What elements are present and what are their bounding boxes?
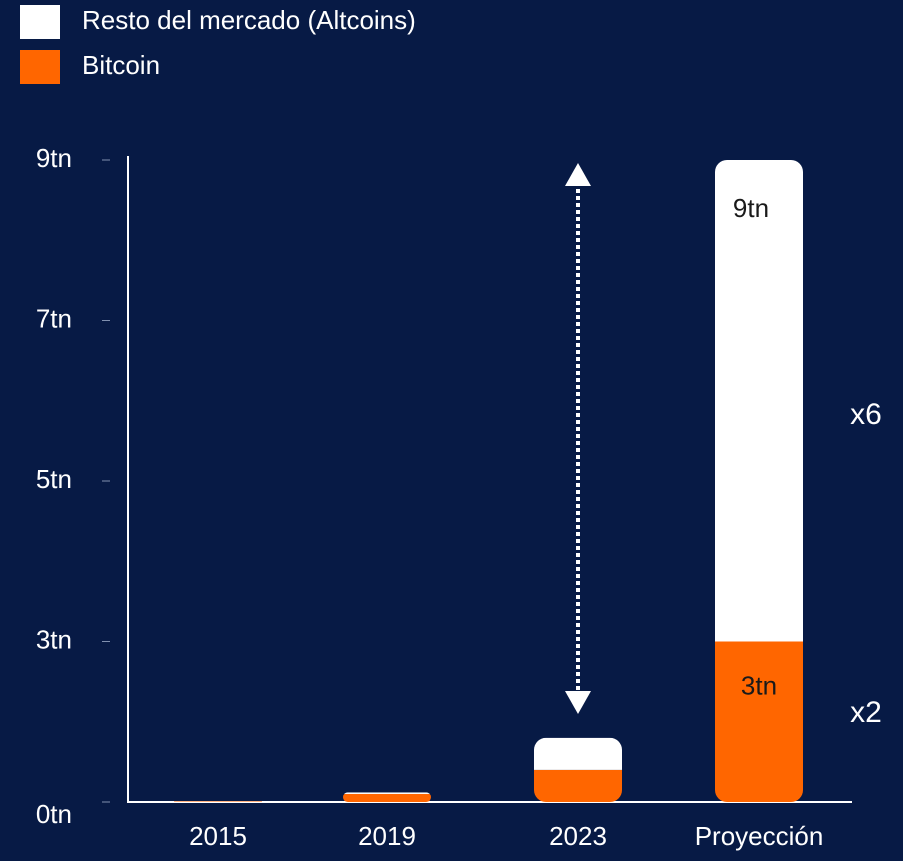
y-tick-label: 9tn	[36, 143, 72, 173]
y-tick-label: 3tn	[36, 624, 72, 654]
x-tick-label: 2019	[358, 821, 416, 851]
annotation: x6	[850, 398, 882, 431]
legend-swatch	[20, 50, 60, 84]
bar-segment	[534, 737, 622, 770]
bar-group	[343, 792, 431, 802]
y-tick-label: 5tn	[36, 464, 72, 494]
x-tick-label: 2023	[549, 821, 607, 851]
bar-group	[715, 160, 803, 802]
bar-segment	[343, 792, 431, 794]
bar-segment	[534, 769, 622, 802]
bar-segment	[174, 801, 262, 802]
x-tick-label: 2015	[189, 821, 247, 851]
bar-segment	[715, 641, 803, 802]
legend-label: Resto del mercado (Altcoins)	[82, 5, 416, 35]
y-tick-label: 0tn	[36, 799, 72, 829]
legend-swatch	[20, 5, 60, 39]
value-label: 3tn	[741, 670, 777, 700]
legend-label: Bitcoin	[82, 50, 160, 80]
annotation: 9tn	[733, 193, 769, 223]
dotted-arrow	[565, 163, 591, 714]
bar-group	[534, 737, 622, 802]
annotation: x2	[850, 696, 882, 729]
y-tick-label: 7tn	[36, 303, 72, 333]
bar-group	[174, 801, 262, 802]
bar-segment	[715, 160, 803, 642]
bar-segment	[343, 793, 431, 802]
x-tick-label: Proyección	[695, 821, 824, 851]
